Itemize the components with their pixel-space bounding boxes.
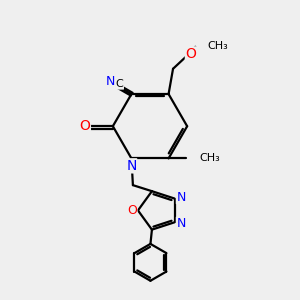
Text: N: N xyxy=(176,217,186,230)
Text: O: O xyxy=(185,47,196,61)
Text: N: N xyxy=(176,190,186,203)
Text: O: O xyxy=(127,204,137,217)
Text: N: N xyxy=(106,75,115,88)
Text: CH₃: CH₃ xyxy=(200,153,220,164)
Text: N: N xyxy=(126,159,136,173)
Text: O: O xyxy=(80,119,90,133)
Text: CH₃: CH₃ xyxy=(208,40,229,51)
Text: C: C xyxy=(116,79,123,89)
